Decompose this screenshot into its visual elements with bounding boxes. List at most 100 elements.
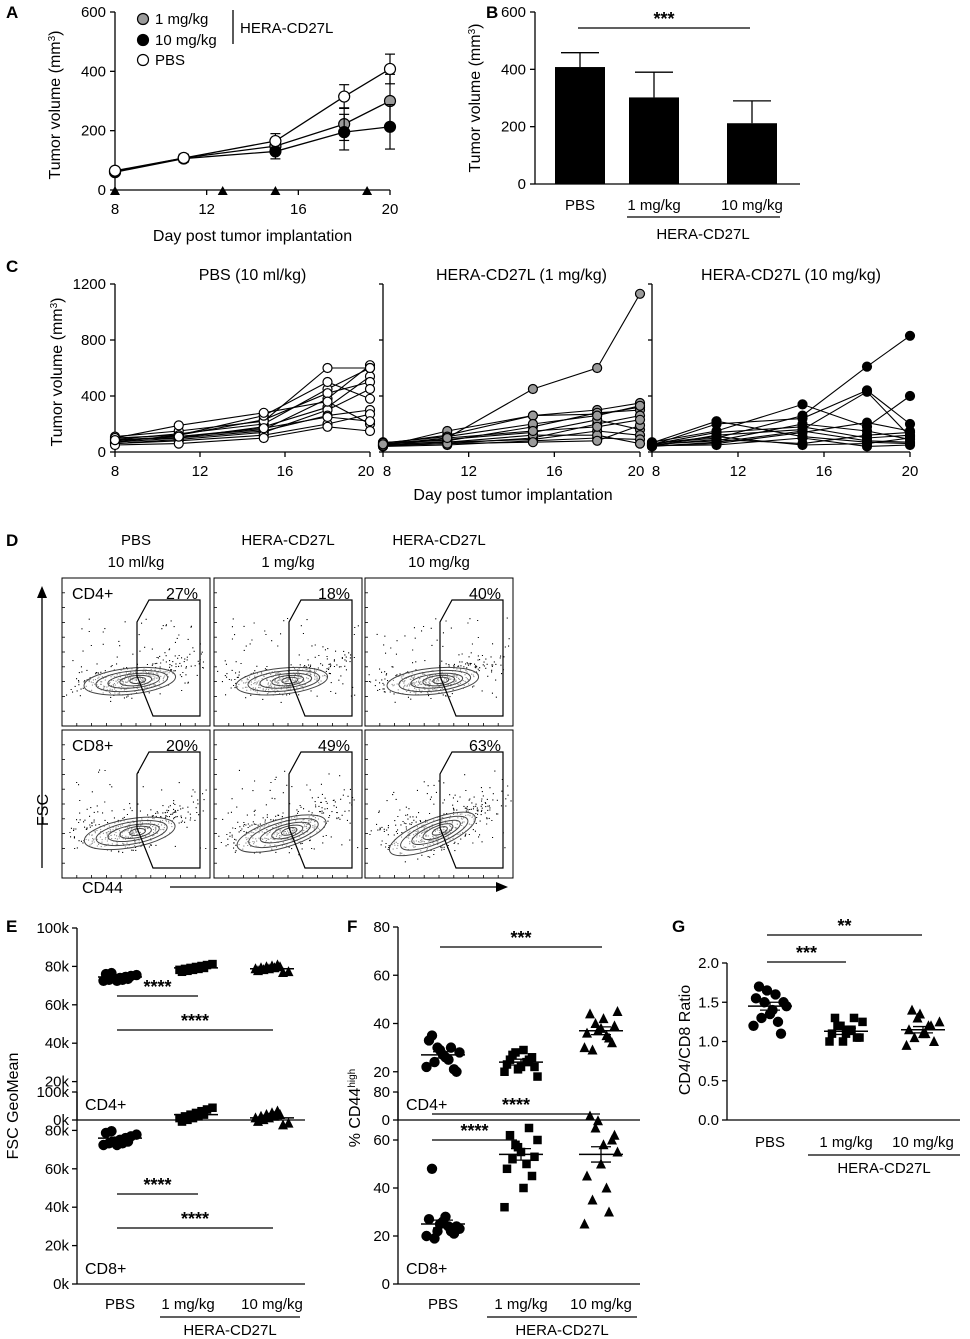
- significance-label: ****: [143, 1175, 171, 1195]
- data-point: [596, 1158, 606, 1169]
- data-point: [530, 1062, 539, 1072]
- y-tick-label: 2.0: [698, 955, 719, 972]
- data-point: [833, 1021, 842, 1031]
- cd44-gate: [288, 751, 353, 869]
- data-point: [585, 1110, 595, 1121]
- contour: [247, 669, 321, 693]
- y-tick-label: 40: [373, 1016, 390, 1033]
- data-point: [513, 1065, 523, 1074]
- data-point: [772, 1016, 784, 1028]
- data-point: [861, 386, 873, 397]
- fsc-axis-label: FSC: [35, 794, 52, 826]
- y-axis-label: Tumor volume (mm3): [47, 31, 65, 180]
- contour: [95, 820, 168, 847]
- data-point: [283, 966, 294, 977]
- data-point: [592, 410, 603, 421]
- legend-group-label: HERA-CD27L: [240, 20, 333, 37]
- data-point: [173, 431, 184, 442]
- x-tick-label: PBS: [755, 1134, 785, 1151]
- subset-label: CD4+: [406, 1097, 447, 1114]
- data-point: [183, 966, 192, 976]
- data-point: [861, 417, 873, 428]
- bar: [555, 67, 605, 184]
- panel-letter-b: B: [486, 3, 498, 22]
- data-point: [513, 1142, 523, 1152]
- data-point: [202, 1105, 212, 1114]
- contour: [398, 669, 472, 693]
- x-tick-label: 10 mg/kg: [241, 1296, 303, 1313]
- gate-percent: 20%: [166, 738, 198, 755]
- subplot-title: PBS (10 ml/kg): [199, 267, 307, 284]
- data-point: [587, 1044, 598, 1055]
- data-point: [131, 1129, 142, 1140]
- contour: [411, 819, 461, 845]
- y-tick-label: 80: [373, 919, 390, 936]
- x-tick-label: 20: [382, 201, 399, 218]
- data-point: [530, 1152, 539, 1162]
- x-tick-label: 10 mg/kg: [721, 197, 783, 214]
- data-point: [188, 1113, 198, 1123]
- data-point: [926, 1020, 936, 1031]
- data-point: [904, 390, 916, 402]
- panel-letter-c: C: [6, 257, 18, 276]
- legend-marker: [136, 33, 150, 47]
- data-point: [442, 432, 453, 444]
- y-tick-label: 20k: [45, 1238, 70, 1255]
- y-tick-label: 200: [81, 123, 106, 140]
- y-tick-label: 0.5: [698, 1073, 719, 1090]
- data-point: [797, 421, 808, 432]
- data-point: [711, 427, 722, 438]
- group-label: HERA-CD27L: [183, 1322, 276, 1339]
- y-tick-label: 0: [382, 1276, 390, 1293]
- panel-letter-d: D: [6, 531, 18, 550]
- data-point: [579, 1218, 590, 1229]
- plot-box: [213, 729, 363, 879]
- data-point: [585, 1008, 595, 1019]
- data-point: [322, 362, 333, 374]
- y-tick-label: 600: [501, 4, 526, 21]
- data-point: [502, 1060, 512, 1069]
- y-tick-label: 80k: [45, 1122, 70, 1139]
- contour: [271, 824, 304, 840]
- data-point: [524, 1123, 534, 1133]
- data-point: [904, 439, 916, 451]
- group-label: HERA-CD27L: [656, 226, 749, 243]
- panel-c-spider-plots: Tumor volume (mm3) 0 400 800 1200 8 12 16 20 PBS …: [49, 267, 919, 504]
- data-point: [109, 435, 121, 446]
- y-tick-label: 0: [98, 444, 106, 461]
- data-point: [849, 1013, 859, 1023]
- data-point: [208, 959, 217, 969]
- y-tick-label: 400: [81, 388, 106, 405]
- dosing-marker: [270, 186, 281, 195]
- data-point: [505, 1055, 515, 1064]
- panel-e-dot-plots: 0k 20k 40k 60k 80k 100k **** **** CD4+ 0k 20k 40k 60…: [5, 920, 305, 1339]
- y-tick-label: 0: [518, 176, 526, 193]
- x-axis-label: Day post tumor implantation: [413, 487, 612, 504]
- y-tick-label: 60k: [45, 1161, 70, 1178]
- data-point: [612, 1005, 623, 1016]
- contour: [422, 674, 456, 687]
- significance-label: ****: [502, 1095, 530, 1115]
- data-point: [283, 1117, 294, 1128]
- data-point: [131, 969, 142, 981]
- row-label: CD8+: [72, 738, 113, 755]
- data-point: [194, 1112, 203, 1121]
- subplot-title: HERA-CD27L (10 mg/kg): [701, 267, 881, 284]
- data-point: [855, 1033, 864, 1042]
- y-tick-label: 20: [373, 1064, 390, 1081]
- data-point: [454, 1047, 465, 1058]
- subset-label: CD8+: [406, 1261, 447, 1278]
- data-point: [844, 1025, 853, 1034]
- x-tick-label: 8: [111, 201, 119, 218]
- data-point: [527, 410, 539, 421]
- x-tick-label: 1 mg/kg: [627, 197, 680, 214]
- x-tick-label: 1 mg/kg: [161, 1296, 214, 1313]
- data-point: [750, 993, 762, 1004]
- data-point: [634, 288, 646, 299]
- data-point: [177, 151, 190, 165]
- data-point: [423, 1213, 435, 1225]
- y-axis-label: Tumor volume (mm3): [467, 24, 485, 173]
- cd44-arrowhead: [496, 882, 508, 892]
- y-axis-label: % CD44high: [347, 1069, 365, 1147]
- y-tick-label: 400: [81, 63, 106, 80]
